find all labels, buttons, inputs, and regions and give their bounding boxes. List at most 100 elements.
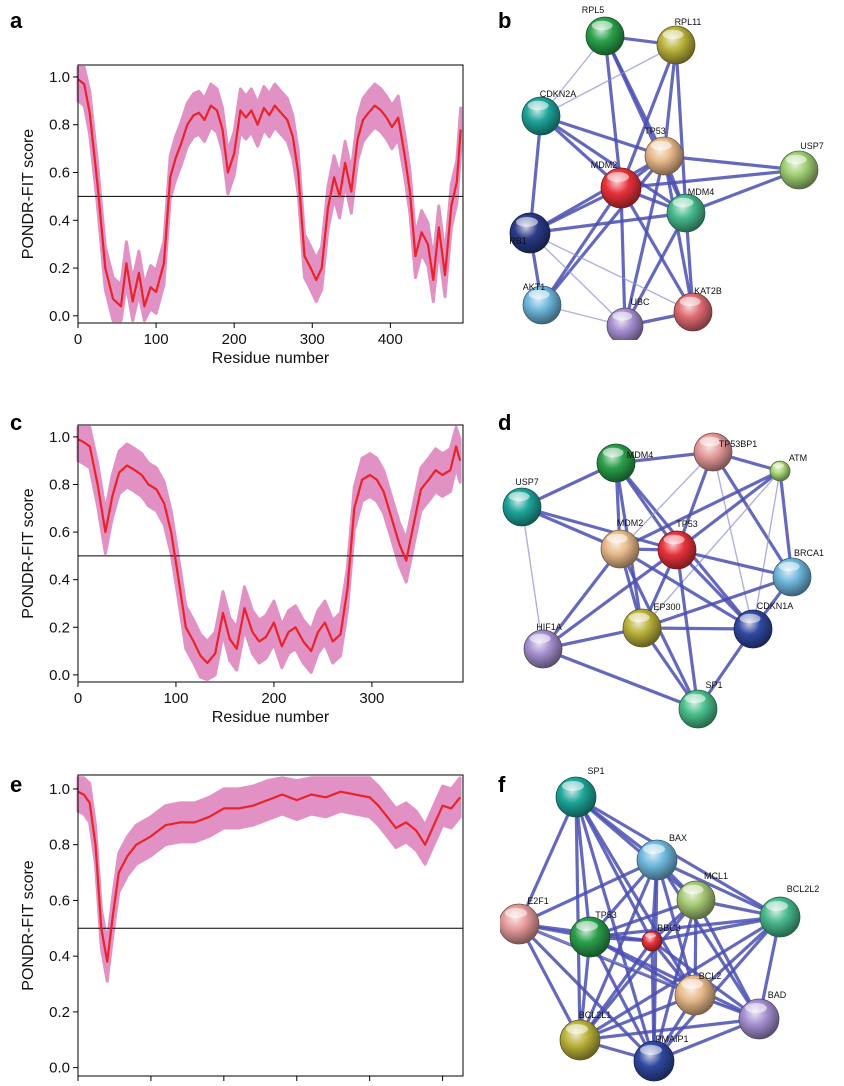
node-sp1 xyxy=(678,689,718,729)
node-highlight xyxy=(662,29,684,40)
node-label-mdm4: MDM4 xyxy=(627,450,654,460)
edge-tp53bp1-cdkn1a xyxy=(712,451,754,630)
panel-letter-e: e xyxy=(10,772,23,797)
node-pmaip1 xyxy=(633,1040,675,1082)
edge-atm-tp53 xyxy=(676,469,781,552)
edge-tp53-akt1 xyxy=(540,154,666,307)
node-label-sp1: SP1 xyxy=(587,766,604,776)
edge-tp53bp1-mdm2 xyxy=(619,451,714,550)
edge-mdm4-rb1 xyxy=(529,211,687,235)
edge-tp53-hif1a xyxy=(542,548,678,651)
node-tp53 xyxy=(657,530,697,570)
y-tick-label: 0.0 xyxy=(49,308,70,325)
edge-hif1a-sp1 xyxy=(542,647,699,711)
node-highlight xyxy=(562,781,584,791)
node-highlight xyxy=(591,20,613,31)
node-highlight xyxy=(527,100,549,111)
y-tick-label: 0.0 xyxy=(49,1060,70,1077)
node-label-atm: ATM xyxy=(789,453,807,463)
edge-mcl1-bcl2l1 xyxy=(578,898,698,1042)
y-tick-label: 0.2 xyxy=(49,619,70,636)
y-tick-label: 0.8 xyxy=(49,476,70,493)
edge-tp53bp1-brca1 xyxy=(711,451,794,578)
edge-mdm2-hif1a xyxy=(541,548,622,650)
node-label-e2f1: E2F1 xyxy=(527,896,549,906)
node-label-brca1: BRCA1 xyxy=(794,548,824,558)
score-series-line xyxy=(77,438,462,665)
node-kat2b xyxy=(673,292,713,332)
edge-e2f1-bcl2l1 xyxy=(517,923,582,1041)
edge-rb1-kat2b xyxy=(529,232,694,313)
node-highlight xyxy=(566,1024,588,1034)
node-highlight xyxy=(576,921,598,931)
node-rpl11 xyxy=(656,25,696,65)
node-highlight xyxy=(684,693,706,704)
edge-bcl2l2-tp53 xyxy=(589,915,781,939)
node-label-cdkn2a: CDKN2A xyxy=(540,89,577,99)
node-label-cdkn1a: CDKN1A xyxy=(757,601,794,611)
edge-sp1-tp53 xyxy=(574,796,592,938)
x-tick-label: 0 xyxy=(74,1084,82,1085)
y-tick-label: 1.0 xyxy=(49,69,70,86)
node-label-tp53: TP53 xyxy=(595,910,617,920)
confidence-band xyxy=(76,65,463,323)
edge-atm-mdm2 xyxy=(619,469,781,551)
node-highlight xyxy=(516,217,538,227)
node-bad xyxy=(738,998,780,1040)
chart-panel-a: 0 100 200 300 400 0.0 0.2 0.4 0.6 0.8 1.0 Residue n… xyxy=(20,64,464,367)
node-highlight xyxy=(628,612,650,623)
node-tp53 xyxy=(644,136,684,176)
node-bcl2 xyxy=(674,974,716,1016)
node-rb1 xyxy=(509,212,551,254)
node-highlight xyxy=(699,436,721,447)
node-label-bcl2: BCL2 xyxy=(699,971,722,981)
node-highlight xyxy=(778,561,800,572)
node-rpl5 xyxy=(585,16,625,56)
node-highlight xyxy=(766,901,788,911)
node-label-tp53: TP53 xyxy=(644,126,666,136)
edge-tp53-usp7 xyxy=(663,154,800,172)
plot-frame xyxy=(77,774,464,1077)
node-highlight xyxy=(679,296,701,307)
edge-rpl11-mdm2 xyxy=(619,44,678,189)
y-tick-label: 0.8 xyxy=(49,117,70,134)
edge-usp7-hif1a xyxy=(521,506,544,650)
node-mdm2 xyxy=(600,529,640,569)
node-highlight xyxy=(682,884,704,895)
x-tick-label: 200 xyxy=(357,1084,382,1085)
node-mdm2 xyxy=(600,167,642,209)
node-label-bad: BAD xyxy=(768,990,787,1000)
node-highlight xyxy=(681,979,703,989)
node-brca1 xyxy=(772,557,812,597)
y-tick-label: 0.2 xyxy=(49,260,70,277)
edge-mdm2-akt1 xyxy=(540,187,623,306)
plot-frame xyxy=(77,424,464,683)
y-tick-label: 1.0 xyxy=(49,429,70,446)
y-tick-label: 0.4 xyxy=(49,212,70,229)
edge-mcl1-bad xyxy=(694,899,761,1020)
edge-bax-e2f1 xyxy=(518,858,658,926)
node-label-sp1: SP1 xyxy=(705,680,722,690)
edge-sp1-bcl2l1 xyxy=(574,796,582,1041)
node-highlight xyxy=(602,447,624,458)
node-highlight xyxy=(650,140,672,151)
node-label-usp7: USP7 xyxy=(515,477,539,487)
node-atm xyxy=(769,460,791,482)
node-akt1 xyxy=(522,285,562,325)
node-highlight xyxy=(672,197,694,208)
node-label-tp53bp1: TP53BP1 xyxy=(719,439,758,449)
y-axis-title: PONDR-FIT score xyxy=(20,488,37,618)
edge-tp53-rb1 xyxy=(529,154,665,235)
edge-rpl11-mdm4 xyxy=(674,44,688,214)
y-tick-label: 1.0 xyxy=(49,781,70,798)
panel-letter-b: b xyxy=(498,8,512,33)
edge-bcl2-bcl2l1 xyxy=(579,993,696,1042)
node-mcl1 xyxy=(676,880,716,920)
node-highlight xyxy=(529,633,551,644)
node-cdkn2a xyxy=(521,96,561,136)
node-label-ubc: UBC xyxy=(630,297,650,307)
chart-panel-e: 0501001502002500.00.20.40.60.81.0Residue… xyxy=(20,774,464,1085)
y-axis-title: PONDR-FIT score xyxy=(20,860,37,990)
edge-mdm2-cdkn1a xyxy=(619,547,754,631)
edge-brca1-ep300 xyxy=(641,575,793,630)
